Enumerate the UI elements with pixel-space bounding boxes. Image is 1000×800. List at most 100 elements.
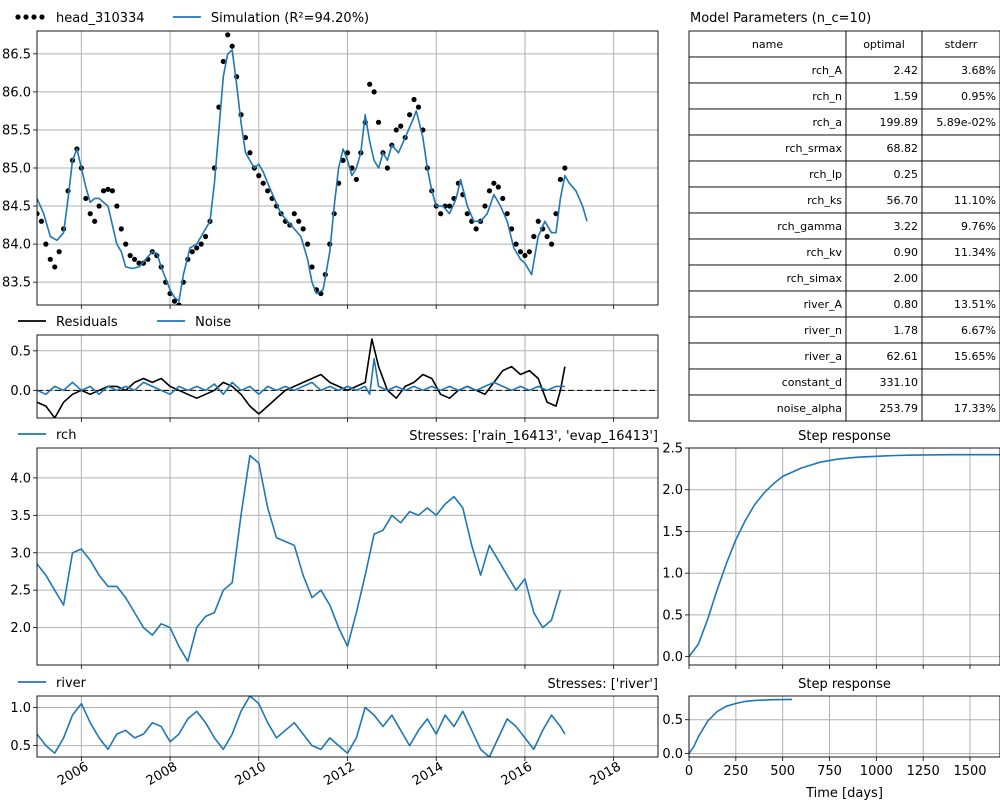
table-cell	[921, 212, 1000, 240]
step_rch-ytick-label: 0.0	[662, 650, 683, 665]
table-cell	[845, 160, 923, 188]
table-header-cell: optimal	[863, 38, 905, 51]
rch-ytick-label: 3.5	[10, 509, 31, 524]
step_river-xlabel: Time [days]	[805, 786, 883, 800]
table-cell	[845, 134, 923, 162]
table-value-cell: 68.82	[887, 142, 919, 155]
step_river-title: Step response	[798, 677, 891, 692]
table-value-cell: rch_A	[812, 64, 843, 77]
river-grid	[37, 696, 658, 757]
head-310334-point	[127, 252, 133, 259]
head-310334-point	[353, 176, 359, 183]
head-310334-point	[114, 203, 120, 209]
table-value-cell: 253.79	[880, 402, 919, 415]
table-value-cell: 1.78	[894, 324, 919, 337]
step_rch-ytick-label: 2.0	[662, 483, 683, 498]
residuals-series-group	[37, 338, 658, 418]
head-310334-point	[464, 211, 470, 217]
legend-dot-marker	[23, 14, 29, 20]
table-cell	[688, 134, 847, 162]
river-ytick-label: 1.0	[10, 701, 31, 716]
head-310334-point	[225, 32, 231, 38]
head-310334-point	[344, 150, 351, 156]
head-series-group	[37, 32, 588, 305]
table-value-cell: 62.61	[887, 350, 919, 363]
residuals-legend-entry: Residuals	[18, 315, 118, 330]
head-panel: 83.5 84.0 84.5 85.0 85.5 86.0 86.5 head_310334 S…	[2, 11, 659, 309]
head-310334-point	[500, 195, 506, 202]
step_river-xtick-label: 250	[723, 764, 748, 779]
head-310334-point	[415, 104, 422, 110]
head-310334-point	[202, 233, 209, 240]
rch-stresses-label: Stresses: ['rain_16413', 'evap_16413']	[409, 429, 658, 444]
table-cell	[921, 342, 1000, 370]
head-ytick-label: 86.5	[2, 47, 31, 62]
table-header-cell: stderr	[945, 38, 978, 51]
head-310334-point	[304, 241, 311, 247]
rch-grid	[37, 448, 658, 665]
rch-ytick-label: 3.0	[10, 546, 31, 561]
table-value-cell: river_n	[804, 324, 842, 337]
table-value-cell: rch_lp	[809, 168, 842, 181]
residuals-ytick-label: 0.0	[10, 384, 31, 399]
head-310334-point	[87, 211, 93, 217]
head-310334-point	[56, 249, 62, 255]
table-cell	[688, 186, 847, 214]
table-cell	[845, 108, 923, 136]
residuals-panel: 0.0 0.5 Residuals Noise	[10, 315, 659, 422]
rch-panel: 2.0 2.5 3.0 3.5 4.0 Stresses: ['rain_16413', …	[10, 428, 659, 669]
step_river-frame	[688, 695, 1000, 758]
table-value-cell: 199.89	[880, 116, 919, 129]
rch-legend-label: rch	[56, 428, 76, 443]
head-310334-point	[371, 89, 377, 95]
head-310334-point	[194, 245, 200, 251]
table-value-cell: 5.89e-02%	[936, 116, 996, 129]
table-cell	[688, 212, 847, 240]
head-310334-point	[398, 123, 404, 129]
head-310334-point	[473, 226, 479, 232]
step_river-xtick-label: 1500	[953, 764, 986, 779]
table-cell	[845, 394, 923, 422]
table-header-cell: name	[752, 38, 783, 51]
head-310334-point	[229, 43, 235, 49]
step_river-xtick-label: 1250	[907, 764, 940, 779]
head-310334-point	[548, 241, 555, 247]
head-310334-point	[300, 226, 306, 232]
table-cell	[921, 134, 1000, 162]
river-stresses-label: Stresses: ['river']	[547, 677, 658, 692]
table-value-cell: 9.76%	[961, 220, 996, 233]
table-value-cell: 15.65%	[954, 350, 996, 363]
residuals-ytick-label: 0.5	[10, 344, 31, 359]
head-310334-point	[96, 203, 102, 209]
head-legend-label: Simulation (R²=94.20%)	[211, 11, 369, 26]
head-310334-point	[517, 249, 524, 255]
head-310334-point	[105, 186, 111, 192]
table-cell	[688, 316, 847, 344]
table-cell	[845, 238, 923, 266]
rch-ytick-label: 2.5	[10, 584, 31, 599]
head-310334-point	[491, 180, 497, 186]
model-parameters-table: Model Parameters (n_c=10)name optimal stde…	[688, 11, 1000, 422]
table-value-cell: 3.22	[894, 220, 919, 233]
step_rch-ytick-label: 1.0	[662, 567, 683, 582]
step_river-xtick-label: 750	[817, 764, 842, 779]
head-310334-point	[562, 165, 568, 171]
rch-line	[37, 454, 562, 663]
table-value-cell: rch_srmax	[785, 142, 842, 155]
head-310334-point	[531, 233, 537, 240]
step_river-xtick-label: 0	[685, 764, 693, 779]
plot-area: 83.5 84.0 84.5 85.0 85.5 86.0 86.5 head_310334 S…	[2, 11, 1000, 800]
step_rch-title: Step response	[798, 429, 891, 444]
head-310334-point	[509, 226, 515, 232]
table-value-cell: river_a	[804, 350, 842, 363]
head-310334-point	[100, 188, 107, 194]
noise-line	[37, 357, 565, 396]
table-value-cell: 17.33%	[954, 402, 996, 415]
legend-dot-marker	[31, 14, 37, 20]
table-cell	[921, 56, 1000, 84]
table-cell	[921, 238, 1000, 266]
head-310334-point	[260, 180, 266, 186]
head-310334-point	[220, 58, 226, 65]
table-cell	[688, 82, 847, 110]
table-value-cell: 2.42	[894, 64, 919, 77]
